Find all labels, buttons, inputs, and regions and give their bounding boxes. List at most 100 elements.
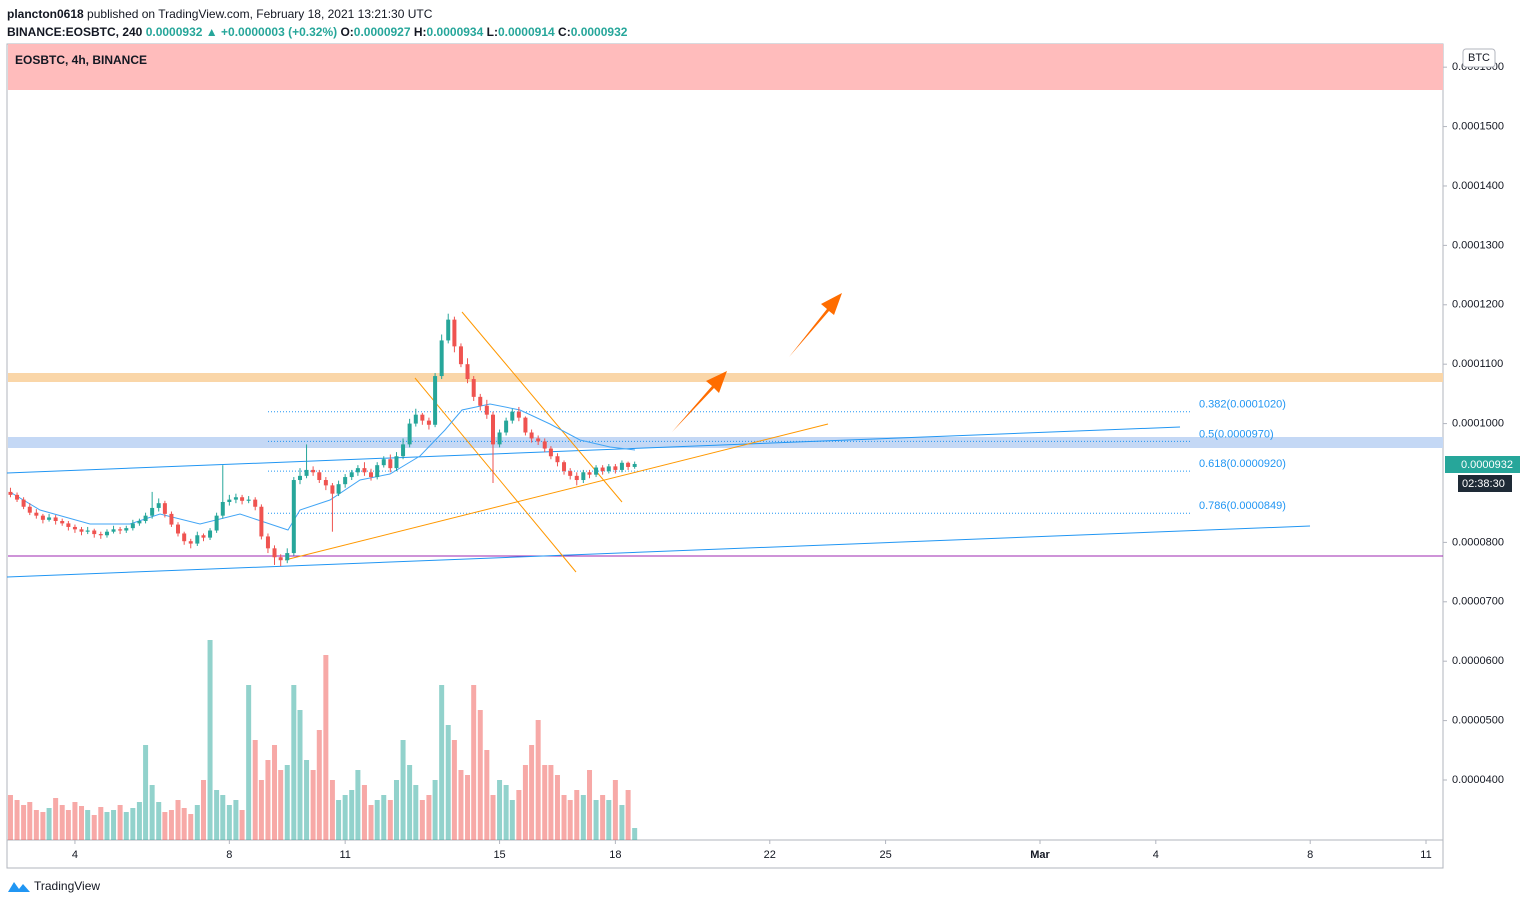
candle-body [72, 526, 77, 530]
volume-bar [445, 725, 451, 840]
volume-bar [316, 730, 322, 840]
candle-body [27, 506, 32, 513]
candle-body [426, 420, 431, 425]
volume-bar [465, 775, 471, 840]
l-value: 0.0000914 [497, 25, 555, 39]
candle-body [536, 438, 541, 442]
x-tick-label: 11 [339, 849, 350, 861]
c-label: C: [558, 25, 571, 39]
candle-body [40, 515, 45, 520]
candle-body [439, 340, 444, 377]
candle-body [542, 441, 547, 449]
volume-bar [59, 805, 65, 840]
volume-bar [619, 805, 625, 840]
candle-body [381, 459, 386, 466]
candle-body [214, 515, 219, 531]
fib-levels: 0.382(0.0001020) 0.5(0.0000970) 0.618(0.00… [268, 399, 1286, 514]
volume-bar [278, 770, 284, 840]
volume-bar [632, 828, 638, 840]
volume-bar [593, 800, 599, 840]
volume-bar [413, 785, 419, 840]
candle-body [491, 414, 496, 445]
volume-bar [233, 800, 239, 840]
volume-bar [310, 770, 316, 840]
candle-body [562, 462, 567, 472]
candle-body [143, 515, 148, 522]
x-tick-label: Mar [1030, 849, 1050, 861]
candle-body [369, 472, 374, 478]
candle-body [176, 524, 181, 534]
price-tag [1445, 456, 1520, 473]
volume-bar [490, 795, 496, 840]
volume-bar [471, 685, 477, 840]
trend-line [6, 426, 1181, 474]
volume-bar [432, 780, 438, 840]
candle-body [246, 499, 251, 501]
volume-bar [143, 745, 149, 840]
volume-bar [226, 805, 232, 840]
volume-bar [162, 812, 168, 840]
volume-bar [612, 780, 618, 840]
candle-body [304, 469, 309, 476]
volume-bar [509, 800, 515, 840]
o-label: O: [340, 25, 354, 39]
candle-body [362, 468, 367, 473]
volume-bar [21, 805, 27, 840]
volume-bar [168, 810, 174, 840]
volume-bar [33, 810, 39, 840]
volume-bar [200, 780, 206, 840]
fib-label: 0.786(0.0000849) [1199, 500, 1286, 512]
candle-body [124, 528, 129, 531]
x-tick-label: 22 [764, 849, 776, 861]
volume-bar [91, 815, 97, 840]
candle-body [118, 529, 123, 531]
y-tick-label: 0.0000500 [1452, 715, 1504, 727]
volume-bar [625, 790, 631, 840]
candle-body [465, 364, 470, 380]
candle-body [452, 319, 457, 347]
candle-body [60, 521, 65, 524]
volume-bar [130, 808, 136, 840]
volume-bar [400, 740, 406, 840]
candle-body [21, 499, 26, 507]
support-zone [8, 437, 1443, 448]
quote-line: BINANCE:EOSBTC, 240 0.0000932 ▲ +0.00000… [7, 23, 627, 41]
brand: TradingView [34, 879, 100, 893]
volume-bar [304, 760, 310, 840]
candle-body [407, 423, 412, 445]
y-tick-label: 0.0001000 [1452, 417, 1504, 429]
candle-body [253, 499, 258, 507]
volume-bar [439, 685, 445, 840]
candle-body [471, 379, 476, 397]
volume-bar [207, 640, 213, 840]
candle-body [130, 523, 135, 529]
y-tick-label: 0.0000800 [1452, 536, 1504, 548]
candle-body [162, 503, 167, 514]
volume-bar [323, 655, 329, 840]
volume-bar [7, 795, 13, 840]
candle-body [111, 529, 116, 532]
candle-body [574, 475, 579, 481]
fib-label: 0.5(0.0000970) [1199, 428, 1274, 440]
candle-body [323, 480, 328, 486]
volume-bar [284, 765, 290, 840]
candle-body [169, 513, 174, 525]
x-tick-label: 25 [879, 849, 891, 861]
candle-body [343, 477, 348, 485]
change-arrow: ▲ [205, 25, 218, 39]
volume-bar [484, 750, 490, 840]
moving-average [9, 403, 636, 531]
candle-body [85, 530, 90, 532]
x-tick-label: 15 [493, 849, 505, 861]
volume-bar [117, 805, 123, 840]
candle-body [600, 467, 605, 472]
candle-body [504, 420, 509, 433]
y-tick-label: 0.0001300 [1452, 239, 1504, 251]
candle-body [265, 536, 270, 549]
trend-line [6, 525, 1311, 578]
volume-bar [297, 710, 303, 840]
volume-bar [188, 814, 194, 840]
volume-bar [72, 802, 78, 840]
fib-label: 0.618(0.0000920) [1199, 458, 1286, 470]
volume-bar [265, 760, 271, 840]
